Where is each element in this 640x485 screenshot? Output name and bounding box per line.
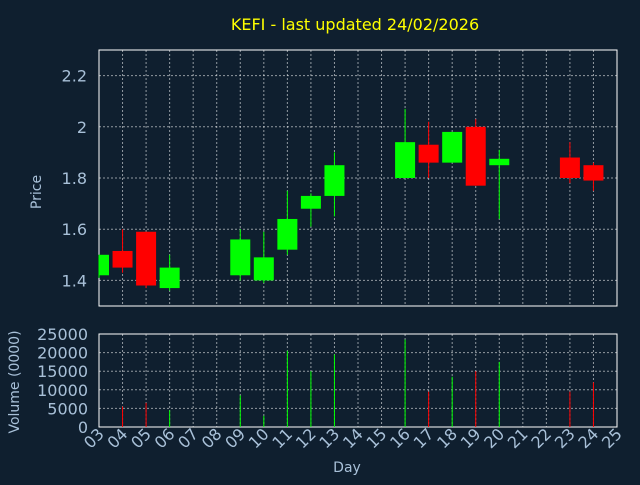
- price-tick-label: 2.2: [62, 67, 87, 86]
- candle-body: [465, 126, 486, 186]
- chart-title: KEFI - last updated 24/02/2026: [231, 15, 479, 34]
- volume-tick-label: 10000: [37, 381, 88, 400]
- x-axis-label: Day: [333, 460, 361, 476]
- price-tick-label: 1.4: [62, 271, 87, 290]
- volume-tick-label: 25000: [37, 325, 88, 344]
- candle-body: [442, 131, 463, 163]
- volume-tick-label: 0: [78, 418, 88, 437]
- candle-body: [489, 158, 510, 166]
- volume-panel-frame: [98, 333, 618, 428]
- volume-tick-label: 15000: [37, 362, 88, 381]
- price-tick-label: 2: [77, 118, 87, 137]
- volume-axis-label: Volume (0000): [7, 330, 23, 433]
- volume-tick-label: 20000: [37, 344, 88, 363]
- candle-body: [300, 195, 321, 209]
- volume-bars-layer: [122, 339, 594, 427]
- candle-body: [395, 142, 416, 178]
- grid-layer: [98, 50, 618, 428]
- candle-body: [112, 250, 133, 268]
- volume-tick-label: 5000: [47, 399, 88, 418]
- candle-body: [159, 267, 180, 289]
- candle-body: [583, 165, 604, 181]
- price-tick-label: 1.6: [62, 220, 87, 239]
- candle-body: [230, 239, 251, 276]
- price-axis-label: Price: [29, 175, 45, 209]
- candles-layer: [98, 108, 604, 291]
- candle-body: [99, 254, 109, 276]
- axes-layer: [98, 49, 618, 428]
- candle-body: [253, 257, 274, 281]
- candle-body: [277, 218, 298, 250]
- price-panel-frame: [98, 49, 618, 307]
- candle-body: [136, 231, 157, 286]
- candle-body: [324, 165, 345, 196]
- candle-body: [559, 157, 580, 178]
- candle-body: [418, 144, 439, 163]
- x-tick-label: 25: [598, 424, 626, 452]
- price-tick-label: 1.8: [62, 169, 87, 188]
